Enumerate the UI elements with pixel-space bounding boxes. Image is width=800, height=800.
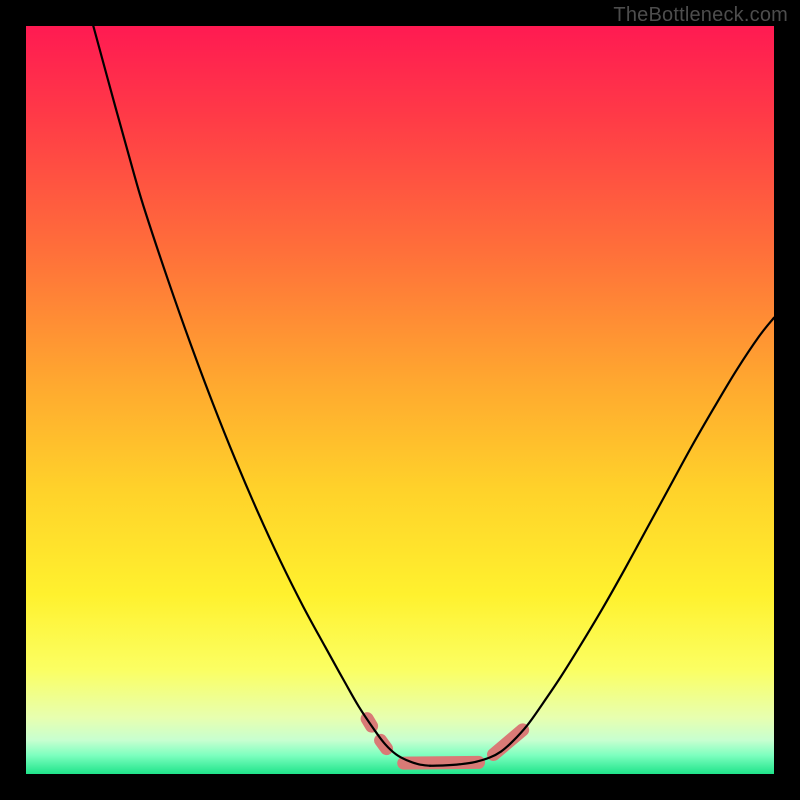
plot-area [26,26,774,774]
figure-root: TheBottleneck.com [0,0,800,800]
chart-svg [26,26,774,774]
watermark-text: TheBottleneck.com [613,4,788,27]
gradient-background [26,26,774,774]
